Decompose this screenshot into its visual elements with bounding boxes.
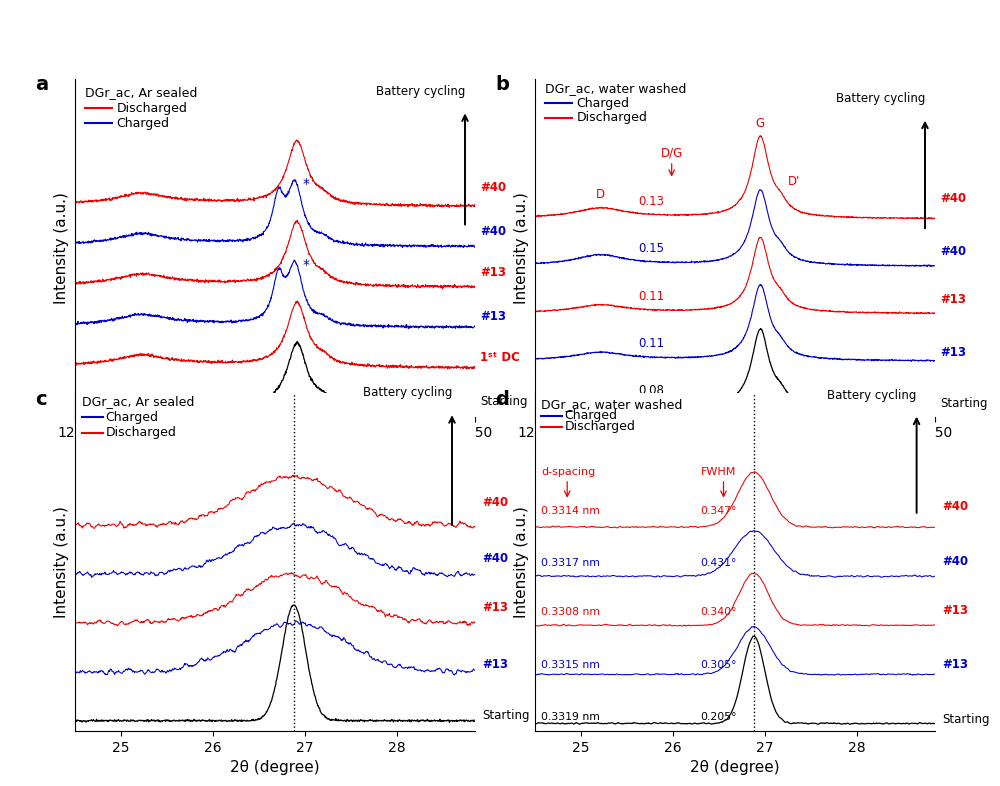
Text: 1ˢᵗ DC: 1ˢᵗ DC [480, 351, 520, 364]
Text: 0.11: 0.11 [639, 337, 665, 350]
X-axis label: Raman shift (cm⁻¹): Raman shift (cm⁻¹) [662, 446, 808, 461]
Text: G: G [756, 117, 765, 130]
Text: Battery cycling: Battery cycling [827, 389, 917, 402]
X-axis label: Raman shift (cm⁻¹): Raman shift (cm⁻¹) [202, 446, 348, 461]
Text: #40: #40 [482, 553, 508, 565]
Text: #13: #13 [940, 292, 966, 306]
Text: DGr_ac, water washed: DGr_ac, water washed [545, 83, 686, 95]
Text: #13: #13 [480, 310, 506, 323]
Text: Starting: Starting [482, 709, 530, 722]
X-axis label: 2θ (degree): 2θ (degree) [690, 760, 780, 775]
Text: #40: #40 [940, 192, 966, 204]
Text: D: D [596, 188, 605, 200]
Text: Discharged: Discharged [564, 421, 635, 434]
Text: Discharged: Discharged [105, 426, 176, 439]
Text: 0.3319 nm: 0.3319 nm [541, 712, 600, 722]
Text: DGr_ac, water washed: DGr_ac, water washed [541, 398, 683, 411]
Text: 0.347°: 0.347° [701, 506, 737, 516]
Text: 0.13: 0.13 [639, 195, 665, 208]
Text: a: a [35, 75, 48, 94]
Text: Battery cycling: Battery cycling [836, 93, 925, 105]
X-axis label: 2θ (degree): 2θ (degree) [230, 760, 320, 775]
Text: *: * [303, 177, 310, 191]
Text: Charged: Charged [564, 410, 617, 422]
Text: #13: #13 [482, 658, 508, 670]
Text: #13: #13 [942, 604, 968, 617]
Y-axis label: Intensity (a.u.): Intensity (a.u.) [54, 192, 69, 303]
Text: #40: #40 [942, 555, 968, 567]
Text: c: c [35, 390, 47, 409]
Text: Discharged: Discharged [576, 112, 647, 124]
Text: Charged: Charged [105, 411, 158, 424]
Y-axis label: Intensity (a.u.): Intensity (a.u.) [54, 506, 69, 618]
Text: Starting: Starting [940, 397, 988, 410]
Text: 0.431°: 0.431° [701, 558, 737, 568]
Text: 0.15: 0.15 [639, 242, 665, 255]
Text: #13: #13 [940, 346, 966, 359]
Text: D': D' [788, 175, 801, 188]
Y-axis label: Intensity (a.u.): Intensity (a.u.) [514, 506, 529, 618]
Text: #40: #40 [940, 245, 966, 259]
Text: Charged: Charged [576, 97, 629, 110]
Text: #13: #13 [942, 659, 968, 671]
Text: FWHM: FWHM [701, 467, 736, 477]
Text: DGr_ac, Ar sealed: DGr_ac, Ar sealed [85, 86, 197, 99]
Text: 0.11: 0.11 [639, 289, 665, 303]
Text: Battery cycling: Battery cycling [376, 85, 465, 97]
Text: 0.3317 nm: 0.3317 nm [541, 558, 600, 568]
Text: #40: #40 [480, 181, 506, 193]
Text: #13: #13 [482, 601, 508, 614]
Text: D/G: D/G [661, 147, 683, 160]
Text: Starting: Starting [942, 713, 990, 726]
Text: #40: #40 [480, 225, 506, 238]
Text: Discharged: Discharged [116, 102, 187, 115]
Text: #13: #13 [480, 266, 506, 278]
Y-axis label: Intensity (a.u.): Intensity (a.u.) [514, 192, 529, 303]
Text: 0.3315 nm: 0.3315 nm [541, 660, 600, 670]
Text: b: b [495, 75, 509, 94]
Text: 0.205°: 0.205° [701, 712, 737, 722]
Text: 0.08: 0.08 [639, 384, 665, 397]
Text: #40: #40 [942, 500, 968, 512]
Text: 0.3314 nm: 0.3314 nm [541, 506, 600, 516]
Text: 0.3308 nm: 0.3308 nm [541, 607, 600, 617]
Text: Starting: Starting [480, 395, 528, 408]
Text: 0.340°: 0.340° [701, 607, 737, 617]
Text: Charged: Charged [116, 117, 169, 130]
Text: Battery cycling: Battery cycling [363, 387, 452, 399]
Text: *: * [303, 258, 310, 272]
Text: DGr_ac, Ar sealed: DGr_ac, Ar sealed [82, 395, 195, 409]
Text: 0.305°: 0.305° [701, 660, 737, 670]
Text: d-spacing: d-spacing [541, 467, 596, 477]
Text: #40: #40 [482, 496, 508, 509]
Text: d: d [495, 390, 509, 409]
